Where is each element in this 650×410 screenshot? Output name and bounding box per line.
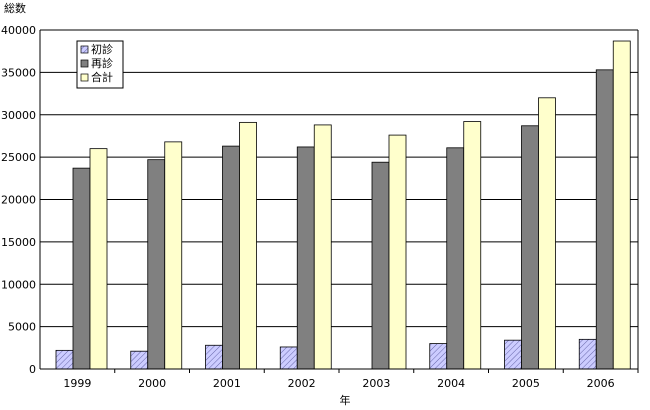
bar-3-2001: [239, 121, 257, 370]
bar-1-2005: [504, 339, 522, 370]
bar-3-1999: [89, 148, 108, 370]
bar-3-2000: [164, 141, 183, 370]
x-tick-label: 2003: [362, 377, 390, 390]
x-axis-label: 年: [340, 393, 351, 407]
x-tick-label: 2005: [512, 377, 540, 390]
bar-2-2004: [446, 147, 465, 370]
axes: [39, 29, 639, 373]
bars: [55, 40, 631, 370]
bar-3-2005: [538, 97, 556, 370]
x-tick-label: 2001: [213, 377, 241, 390]
y-tick-label: 25000: [1, 151, 36, 164]
bar-2-2001: [222, 145, 240, 370]
legend: 初診 再診 合計: [76, 40, 124, 89]
bar-1-2002: [279, 346, 298, 370]
x-tick-label: 2004: [437, 377, 465, 390]
y-tick-label: 15000: [1, 236, 36, 249]
x-tick-label: 1999: [63, 377, 91, 390]
bar-1-2006: [578, 338, 597, 370]
bar-3-2002: [313, 124, 332, 370]
legend-swatch-series-2: [80, 59, 89, 68]
bar-2-1999: [72, 167, 91, 370]
bar-3-2006: [612, 40, 631, 370]
x-tick-label: 2006: [587, 377, 615, 390]
y-axis-label: 総数: [4, 1, 26, 15]
bar-1-2004: [429, 343, 448, 370]
gridlines: [40, 29, 638, 328]
bar-2-2006: [595, 69, 614, 370]
x-tick-labels: 1999 2000 2001 2002 2003 2004 2005 2006: [63, 377, 614, 390]
bar-2-2000: [147, 159, 166, 370]
y-tick-label: 5000: [8, 321, 36, 334]
x-tick-label: 2000: [138, 377, 166, 390]
y-tick-label: 40000: [1, 24, 36, 37]
legend-label-series-3: 合計: [91, 70, 113, 84]
bar-2-2005: [521, 125, 539, 370]
bar-1-2000: [130, 350, 149, 370]
bar-3-2003: [388, 134, 407, 370]
legend-swatch-series-3: [80, 73, 89, 82]
x-tick-label: 2002: [288, 377, 316, 390]
y-tick-label: 20000: [1, 194, 36, 207]
y-tick-labels: 0 5000 10000 15000 20000 25000 30000 35000 40000: [1, 24, 36, 376]
bar-1-2001: [205, 344, 223, 370]
legend-label-series-1: 初診: [91, 42, 113, 56]
bar-1-1999: [55, 349, 74, 370]
bar-2-2003: [371, 161, 390, 370]
y-tick-label: 35000: [1, 66, 36, 79]
y-tick-label: 30000: [1, 109, 36, 122]
bar-2-2002: [296, 146, 315, 370]
legend-label-series-2: 再診: [91, 56, 113, 70]
legend-swatch-series-1: [80, 45, 89, 54]
bar-3-2004: [463, 121, 482, 370]
y-tick-label: 10000: [1, 278, 36, 291]
y-tick-label: 0: [29, 363, 36, 376]
